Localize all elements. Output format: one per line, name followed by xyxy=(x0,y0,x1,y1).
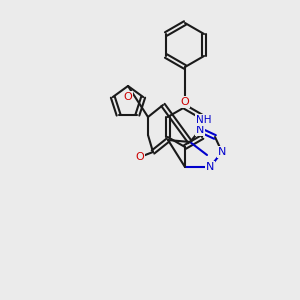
Text: N: N xyxy=(218,147,226,157)
Text: NH: NH xyxy=(196,115,212,125)
Text: O: O xyxy=(181,97,189,107)
Text: O: O xyxy=(124,92,132,102)
Text: N: N xyxy=(206,162,214,172)
Text: N: N xyxy=(196,125,204,135)
Text: O: O xyxy=(136,152,144,162)
